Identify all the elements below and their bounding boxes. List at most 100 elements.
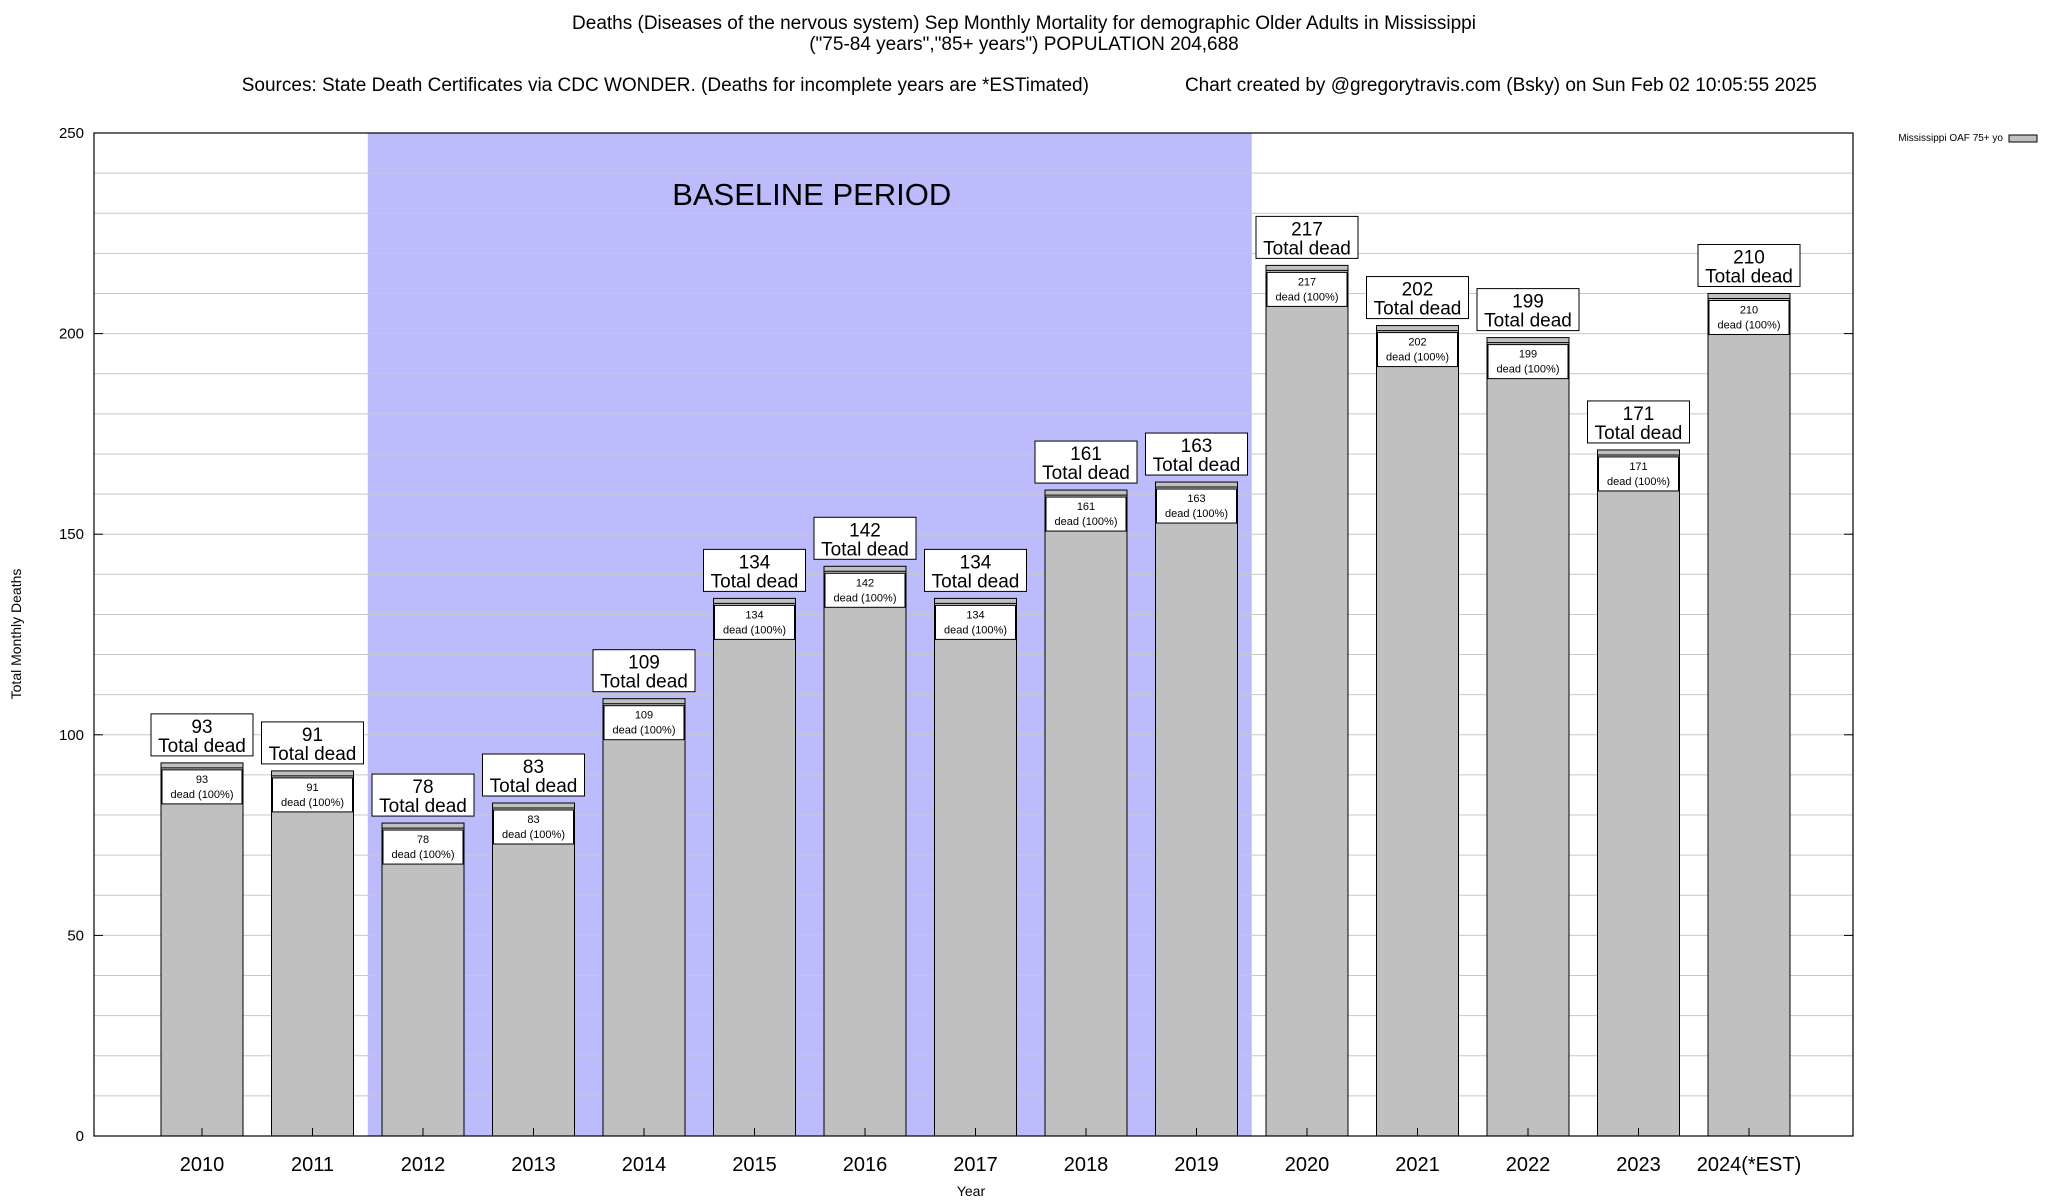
bar-total-value: 93 — [191, 717, 212, 738]
bar — [1044, 489, 1128, 1137]
bar-total-text: Total dead — [1153, 455, 1241, 476]
bar — [1376, 325, 1459, 1137]
y-axis-title: Total Monthly Deaths — [8, 569, 24, 700]
bar-inner-value: 217 — [1298, 276, 1316, 288]
y-tick-label: 100 — [59, 727, 84, 744]
bar-total-value: 142 — [849, 520, 881, 541]
bar-inner-percent: dead (100%) — [1055, 516, 1118, 528]
bar-inner-percent: dead (100%) — [834, 592, 897, 604]
legend-label: Mississippi OAF 75+ yo — [1898, 133, 2003, 144]
bar-inner-label-box — [1708, 299, 1790, 335]
bar-total-value: 199 — [1512, 292, 1544, 313]
bar-inner-value: 83 — [527, 814, 539, 826]
bar — [1707, 292, 1791, 1137]
legend-swatch — [2008, 134, 2038, 143]
bar-inner-percent: dead (100%) — [723, 624, 786, 636]
bar-inner-label-box — [714, 604, 795, 640]
bar-inner-percent: dead (100%) — [171, 789, 234, 801]
bar-inner-percent: dead (100%) — [281, 797, 344, 809]
bar-inner-label-box — [161, 769, 243, 805]
bar-total-text: Total dead — [1484, 311, 1572, 332]
bar-total-text: Total dead — [932, 571, 1020, 592]
bar-total-text: Total dead — [1705, 266, 1793, 287]
bar-total-label-box — [1145, 432, 1248, 476]
bar-inner-label-box — [382, 829, 464, 865]
bar-total-text: Total dead — [158, 736, 246, 757]
bar-inner-percent: dead (100%) — [1607, 476, 1670, 488]
bar — [492, 802, 575, 1137]
bar-total-value: 78 — [412, 777, 433, 798]
bar-total-value: 202 — [1402, 280, 1434, 301]
x-tick-label: 2024(*EST) — [1697, 1154, 1802, 1176]
bar-total-label-box — [482, 753, 585, 797]
x-tick-label: 2018 — [1064, 1154, 1109, 1176]
bar-inner-label-box — [1487, 344, 1569, 380]
bar-total-text: Total dead — [1042, 463, 1130, 484]
baseline-period-label: BASELINE PERIOD — [672, 177, 951, 212]
bar — [1265, 264, 1349, 1137]
bar-total-text: Total dead — [600, 672, 688, 693]
bar-inner-percent: dead (100%) — [1497, 364, 1560, 376]
bar-inner-value: 171 — [1629, 461, 1647, 473]
bar — [713, 597, 796, 1137]
bar-total-value: 109 — [628, 653, 660, 674]
bar-total-value: 91 — [302, 725, 323, 746]
bar — [160, 762, 244, 1137]
bar — [934, 597, 1017, 1137]
bar — [1155, 481, 1238, 1137]
chart-credit-text: Chart created by @gregorytravis.com (Bsk… — [1184, 75, 1817, 96]
bar-total-label-box — [924, 548, 1027, 592]
x-tick-label: 2011 — [291, 1154, 334, 1176]
chart-title-line-2: ("75-84 years","85+ years") POPULATION 2… — [809, 34, 1239, 55]
y-tick-label: 250 — [59, 125, 84, 142]
plot-frame — [93, 132, 1854, 1137]
x-tick-label: 2023 — [1616, 1154, 1661, 1176]
x-tick-label: 2019 — [1174, 1154, 1219, 1176]
bar-total-label-box — [1587, 400, 1690, 444]
y-tick-label: 0 — [76, 1128, 84, 1145]
bar-inner-percent: dead (100%) — [613, 725, 676, 737]
bar-inner-percent: dead (100%) — [1276, 291, 1339, 303]
bar-inner-label-box — [1377, 332, 1458, 368]
bar-total-label-box — [371, 773, 475, 817]
bar-inner-label-box — [935, 604, 1016, 640]
bar-inner-label-box — [493, 809, 574, 845]
x-tick-label: 2013 — [511, 1154, 556, 1176]
x-tick-label: 2017 — [953, 1154, 998, 1176]
bar-total-value: 134 — [739, 552, 771, 573]
bar-total-label-box — [150, 713, 254, 757]
chart-source-text: Sources: State Death Certificates via CD… — [241, 75, 1089, 96]
bar-inner-percent: dead (100%) — [1718, 319, 1781, 331]
bar-inner-label-box — [1598, 456, 1679, 492]
bar-inner-label-box — [824, 572, 906, 608]
x-tick-label: 2012 — [401, 1154, 446, 1176]
bar-inner-value: 91 — [306, 782, 318, 794]
bar-total-label-box — [1034, 440, 1138, 484]
y-tick-label: 150 — [59, 526, 84, 543]
bar-inner-value: 210 — [1740, 304, 1758, 316]
bar-total-value: 171 — [1623, 404, 1655, 425]
bar-inner-value: 161 — [1077, 501, 1095, 513]
bar-total-label-box — [1255, 215, 1359, 259]
x-tick-label: 2022 — [1506, 1154, 1551, 1176]
bar-total-text: Total dead — [490, 776, 578, 797]
bar-inner-percent: dead (100%) — [1386, 352, 1449, 364]
bar-inner-percent: dead (100%) — [502, 829, 565, 841]
x-axis-title: Year — [957, 1183, 986, 1199]
bar-inner-value: 199 — [1519, 349, 1537, 361]
bar — [271, 770, 354, 1137]
bar-total-text: Total dead — [269, 744, 357, 765]
bar-inner-percent: dead (100%) — [392, 849, 455, 861]
bar-total-value: 217 — [1291, 219, 1323, 240]
bar-inner-value: 134 — [966, 609, 984, 621]
bar-total-value: 210 — [1733, 247, 1765, 268]
chart-source-line: Sources: State Death Certificates via CD… — [0, 53, 2048, 97]
bar-total-text: Total dead — [1263, 238, 1351, 259]
bar-total-text: Total dead — [1374, 299, 1462, 320]
bar-total-text: Total dead — [1595, 423, 1683, 444]
chart-title-line-1: Deaths (Diseases of the nervous system) … — [572, 13, 1476, 34]
x-tick-label: 2015 — [732, 1154, 777, 1176]
bar — [1597, 449, 1680, 1137]
bar-inner-percent: dead (100%) — [1165, 508, 1228, 520]
x-tick-label: 2014 — [622, 1154, 667, 1176]
